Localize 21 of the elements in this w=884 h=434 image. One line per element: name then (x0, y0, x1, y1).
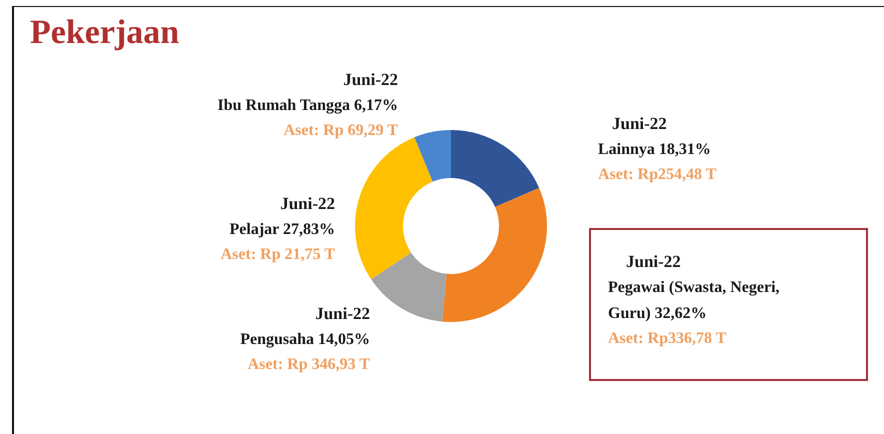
donut-slice (451, 130, 540, 207)
donut-slice (355, 137, 433, 280)
text: Juni-22 (314, 303, 370, 325)
text: Aset: Rp 346,93 T (246, 355, 370, 375)
slice-label: Pegawai (Swasta, Negeri, Guru) 32,62% (608, 278, 781, 324)
donut-slice (414, 130, 451, 182)
text: Aset: Rp 69,29 T (282, 121, 398, 141)
text: Juni-22 (342, 69, 398, 91)
slice-label: Ibu Rumah Tangga 6,17% (216, 96, 398, 116)
text: Aset: Rp254,48 T (598, 165, 718, 185)
text: Juni-22 (279, 193, 335, 215)
donut-slice (371, 252, 447, 322)
slice-label: Pengusaha 14,05% (239, 330, 370, 350)
text: Aset: Rp336,78 T (608, 329, 728, 349)
slice-label: Lainnya 18,31% (598, 140, 712, 160)
donut-slice (442, 188, 547, 322)
text: Juni-22 (625, 251, 682, 273)
text: Aset: Rp 21,75 T (220, 245, 335, 265)
slice-label: Pelajar 27,83% (228, 220, 335, 240)
chart-title: Pekerjaan (30, 14, 180, 52)
text: Juni-22 (611, 113, 668, 135)
